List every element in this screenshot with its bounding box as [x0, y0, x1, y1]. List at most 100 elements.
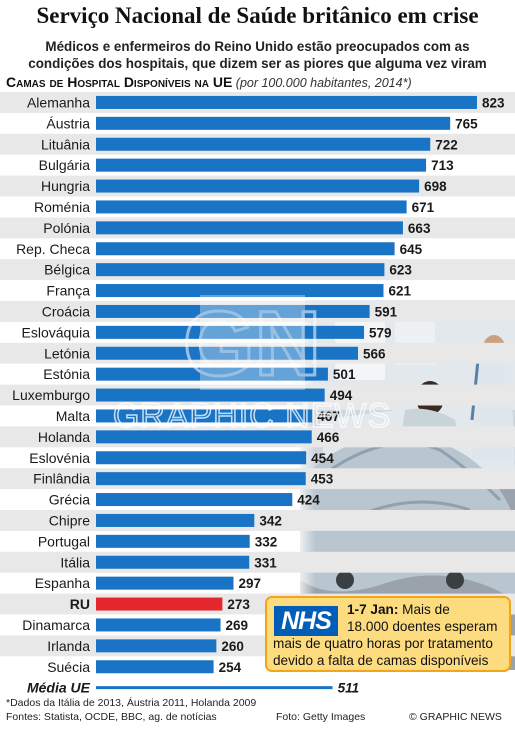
- bar-rep-checa: [96, 242, 395, 256]
- page-title: Serviço Nacional de Saúde britânico em c…: [36, 3, 479, 28]
- category-label-media-ue: Média UE: [27, 680, 91, 696]
- callout-date: 1-7 Jan:: [347, 602, 399, 617]
- nhs-callout: NHS 1-7 Jan: Mais de 18.000 doentes espe…: [265, 596, 511, 672]
- value-label-belgica: 623: [389, 263, 412, 278]
- bar-ru: [96, 597, 223, 611]
- photo-credit: Foto: Getty Images: [276, 711, 366, 723]
- value-label-croacia: 591: [375, 304, 398, 319]
- watermark-gn: GN: [183, 293, 321, 395]
- copyright: © GRAPHIC NEWS: [409, 711, 502, 723]
- value-label-hungria: 698: [424, 179, 447, 194]
- category-label-portugal: Portugal: [38, 533, 90, 549]
- value-label-polonia: 663: [408, 221, 431, 236]
- value-label-finlandia: 453: [311, 472, 334, 487]
- watermark-logo: GN: [182, 292, 323, 397]
- category-label-finlandia: Finlândia: [33, 471, 90, 487]
- bar-bulgaria: [96, 158, 427, 172]
- bar-estonia: [96, 367, 328, 381]
- category-label-polonia: Polónia: [43, 220, 90, 236]
- value-label-lituania: 722: [435, 137, 458, 152]
- value-label-grecia: 424: [297, 493, 320, 508]
- bar-croacia: [96, 304, 370, 318]
- bar-letonia: [96, 346, 359, 360]
- bar-lituania: [96, 137, 431, 151]
- category-label-chipre: Chipre: [49, 512, 90, 528]
- bar-grecia: [96, 493, 293, 507]
- category-label-belgica: Bélgica: [44, 262, 90, 278]
- chart-title: Camas de Hospital Disponíveis na UE: [6, 74, 233, 90]
- category-label-hungria: Hungria: [41, 178, 90, 194]
- sources: Fontes: Statista, OCDE, BBC, ag. de notí…: [6, 711, 217, 723]
- category-label-holanda: Holanda: [38, 429, 90, 445]
- callout-text-4: devido a falta de camas disponíveis: [273, 653, 489, 668]
- value-label-holanda: 466: [317, 430, 340, 445]
- value-label-espanha: 297: [238, 576, 261, 591]
- value-label-portugal: 332: [255, 534, 278, 549]
- value-label-italia: 331: [254, 555, 277, 570]
- category-label-letonia: Letónia: [44, 345, 90, 361]
- category-label-dinamarca: Dinamarca: [22, 617, 90, 633]
- chart-rows: Alemanha 823 Áustria 765 Lituânia 722 Bulgária…: [0, 92, 515, 696]
- value-label-dinamarca: 269: [226, 618, 249, 633]
- value-label-franca: 621: [388, 284, 411, 299]
- bar-espanha: [96, 576, 234, 590]
- bar-romenia: [96, 200, 407, 214]
- bar-dinamarca: [96, 618, 221, 632]
- bar-chipre: [96, 513, 255, 527]
- value-label-malta: 467: [317, 409, 340, 424]
- category-label-franca: França: [46, 283, 90, 299]
- bar-italia: [96, 555, 250, 569]
- category-label-romenia: Roménia: [34, 199, 90, 215]
- bar-luxemburgo: [96, 388, 325, 402]
- value-label-eslovenia: 454: [311, 451, 334, 466]
- bar-polonia: [96, 221, 403, 235]
- category-label-rep-checa: Rep. Checa: [16, 241, 90, 257]
- callout-text-1: Mais de: [398, 602, 450, 617]
- watermark-text: GRAPHIC NEWS: [113, 397, 391, 435]
- bar-austria: [96, 116, 451, 130]
- bar-suecia: [96, 660, 214, 674]
- category-label-alemanha: Alemanha: [27, 94, 90, 110]
- value-label-austria: 765: [455, 116, 478, 131]
- bar-malta: [96, 409, 313, 423]
- category-label-lituania: Lituânia: [41, 136, 90, 152]
- value-label-estonia: 501: [333, 367, 356, 382]
- value-label-irlanda: 260: [221, 639, 244, 654]
- value-label-alemanha: 823: [482, 95, 505, 110]
- subtitle-line-2: condições dos hospitais, que dizem ser a…: [28, 56, 487, 71]
- bar-eslovaquia: [96, 325, 365, 339]
- nhs-logo: NHS: [274, 606, 338, 636]
- bar-hungria: [96, 179, 420, 193]
- value-label-letonia: 566: [363, 346, 386, 361]
- category-label-croacia: Croácia: [42, 303, 90, 319]
- bar-media-ue: [96, 686, 333, 690]
- value-label-suecia: 254: [219, 660, 242, 675]
- bar-eslovenia: [96, 451, 307, 465]
- callout-text-3: mais de quatro horas por tratamento: [273, 636, 493, 651]
- category-label-italia: Itália: [60, 554, 90, 570]
- bar-alemanha: [96, 95, 477, 109]
- chart-header: Camas de Hospital Disponíveis na UE (por…: [6, 74, 412, 91]
- value-label-media-ue: 511: [338, 681, 360, 696]
- category-label-suecia: Suécia: [47, 659, 90, 675]
- category-label-malta: Malta: [56, 408, 90, 424]
- bar-belgica: [96, 263, 385, 277]
- bar-holanda: [96, 430, 312, 444]
- category-label-austria: Áustria: [46, 115, 90, 131]
- value-label-eslovaquia: 579: [369, 325, 392, 340]
- value-label-chipre: 342: [259, 513, 282, 528]
- value-label-romenia: 671: [412, 200, 435, 215]
- category-label-luxemburgo: Luxemburgo: [12, 387, 90, 403]
- callout-text-2: 18.000 doentes esperam: [347, 619, 498, 634]
- bar-portugal: [96, 534, 250, 548]
- category-label-grecia: Grécia: [49, 492, 90, 508]
- chart-subtitle: (por 100.000 habitantes, 2014*): [235, 76, 412, 90]
- category-label-ru: RU: [70, 596, 90, 612]
- category-label-eslovenia: Eslovénia: [29, 450, 90, 466]
- category-label-eslovaquia: Eslováquia: [22, 324, 91, 340]
- footnote: *Dados da Itália de 2013, Áustria 2011, …: [6, 697, 257, 709]
- value-label-ru: 273: [227, 597, 250, 612]
- value-label-bulgaria: 713: [431, 158, 454, 173]
- bar-franca: [96, 284, 384, 298]
